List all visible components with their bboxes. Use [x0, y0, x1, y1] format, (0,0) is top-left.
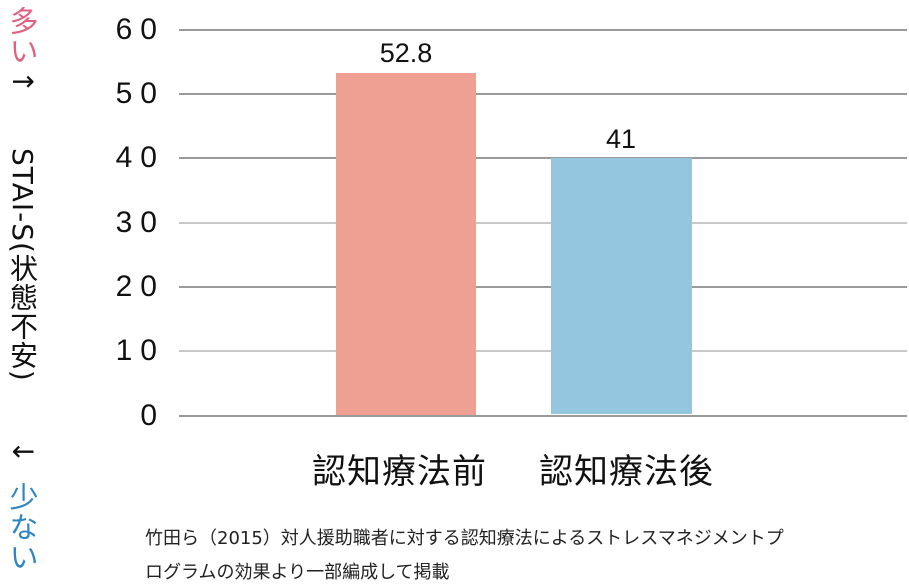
down-arrow-icon: ↓	[6, 440, 39, 465]
gridline-40	[179, 157, 907, 159]
y-tick-40: 40	[115, 141, 165, 174]
source-note-line1: 竹田ら（2015）対人援助職者に対する認知療法によるストレスマネジメントプ	[145, 528, 784, 549]
gridline-20	[179, 286, 907, 288]
gridline-10	[179, 350, 907, 352]
y-tick-0: 0	[140, 399, 165, 432]
y-axis-more-label: 多い	[5, 6, 39, 66]
up-arrow-icon: ↑	[6, 70, 39, 95]
source-note-line2: ログラムの効果より一部編成して掲載	[145, 562, 450, 583]
y-axis-less-label: 少ない	[5, 482, 39, 572]
y-tick-20: 20	[115, 270, 165, 303]
gridline-30	[179, 222, 907, 224]
y-tick-50: 50	[115, 77, 165, 110]
y-tick-60: 60	[115, 13, 165, 46]
bar-value-before: 52.8	[379, 38, 433, 68]
category-label-after: 認知療法後	[539, 452, 714, 492]
category-label-before: 認知療法前	[312, 452, 487, 492]
bar-after-therapy	[551, 158, 692, 414]
gridline-60	[179, 29, 907, 31]
bar-value-after: 41	[605, 124, 637, 154]
gridline-50	[179, 93, 907, 95]
y-axis-title: STAI-S(状態不安)	[6, 148, 39, 382]
y-tick-30: 30	[115, 206, 165, 239]
gridline-0	[179, 415, 907, 417]
y-tick-10: 10	[115, 334, 165, 367]
bar-before-therapy	[336, 73, 476, 415]
y-axis-label: 多い ↑ STAI-S(状態不安) ↓ 少ない	[0, 0, 44, 582]
